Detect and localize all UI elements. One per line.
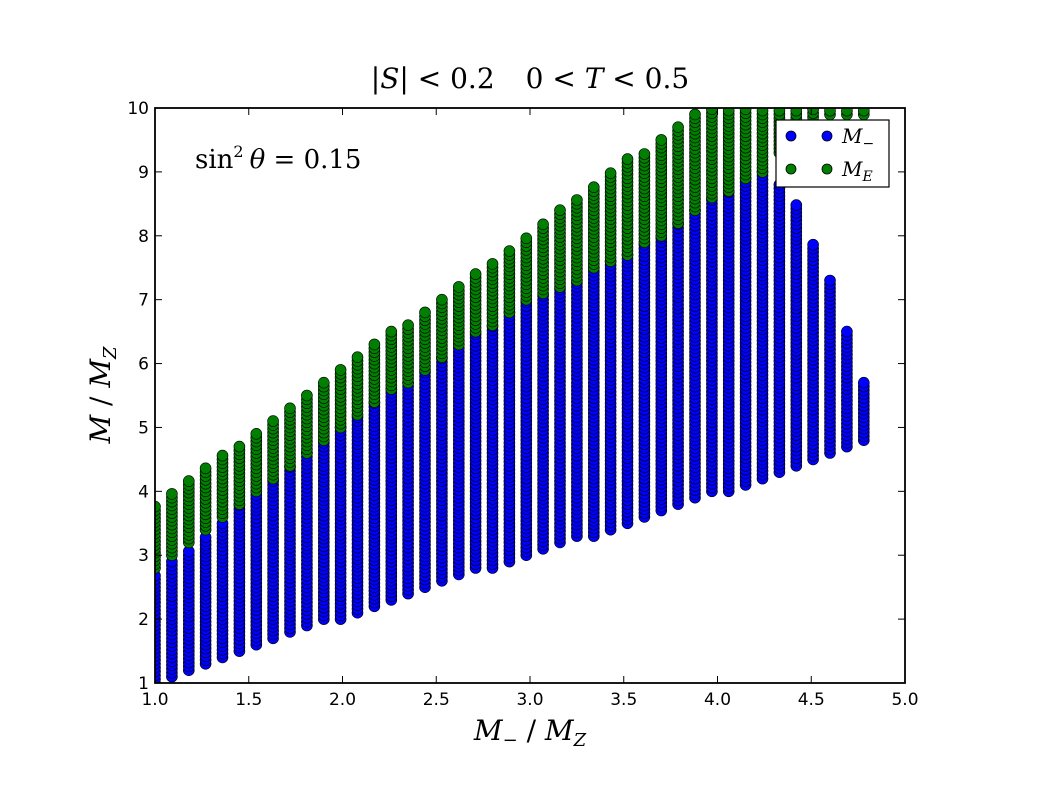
- data-point: [672, 121, 684, 133]
- data-point: [571, 194, 583, 206]
- data-point: [520, 232, 533, 245]
- data-point: [419, 306, 431, 319]
- data-point: [824, 274, 836, 287]
- data-point: [638, 148, 651, 160]
- y-tick-label: 10: [127, 99, 149, 119]
- x-tick-label: 3.0: [516, 690, 543, 710]
- y-tick-label: 7: [138, 291, 149, 311]
- data-marks: [155, 108, 870, 683]
- data-point: [503, 245, 516, 257]
- data-point: [537, 218, 549, 231]
- x-axis-label: M− / MZ: [473, 714, 587, 751]
- data-point: [183, 475, 195, 487]
- legend-marker-m-e: [785, 163, 797, 175]
- data-point: [351, 351, 364, 364]
- data-point: [216, 449, 229, 462]
- y-tick-label: 4: [138, 482, 149, 502]
- x-tick-label: 2.0: [329, 690, 356, 710]
- data-point: [807, 108, 819, 116]
- data-point: [858, 108, 870, 117]
- legend: M− ME: [775, 119, 890, 188]
- data-point: [773, 108, 786, 117]
- y-axis-label: M / MZ: [84, 346, 121, 445]
- data-point: [841, 325, 853, 338]
- x-tick-label: 1.5: [235, 690, 262, 710]
- x-tick-label: 4.0: [704, 690, 731, 710]
- data-point: [250, 427, 263, 440]
- y-tick-label: 1: [138, 674, 149, 694]
- data-point: [756, 108, 769, 117]
- svg-text:M− / MZ: M− / MZ: [473, 714, 587, 751]
- data-point: [554, 204, 566, 216]
- data-point: [807, 238, 819, 251]
- data-point: [790, 108, 803, 117]
- y-tick-label: 6: [138, 355, 149, 375]
- data-point: [166, 488, 178, 500]
- annotation-sin2theta: sin2 θ = 0.15: [195, 142, 361, 175]
- svg-text:|S| < 0.2 0 < T < 0.5: |S| < 0.2 0 < T < 0.5: [371, 62, 689, 95]
- legend-marker-m-minus: [785, 130, 797, 142]
- data-point: [790, 199, 803, 211]
- data-point: [469, 268, 482, 280]
- data-point: [452, 281, 465, 293]
- x-tick-label: 5.0: [891, 690, 918, 710]
- series-m-minus: [155, 166, 870, 683]
- data-point: [841, 108, 853, 117]
- x-tick-label: 2.5: [423, 690, 450, 710]
- data-point: [486, 258, 499, 270]
- data-point: [655, 134, 668, 146]
- y-tick-label: 8: [138, 227, 149, 247]
- data-point: [739, 108, 752, 116]
- legend-marker-m-e: [821, 163, 833, 175]
- data-point: [587, 181, 600, 193]
- data-point: [402, 319, 414, 332]
- data-point: [436, 293, 448, 306]
- data-point: [621, 153, 634, 165]
- data-point: [385, 325, 398, 338]
- data-point: [267, 415, 279, 427]
- y-tick-label: 3: [138, 546, 149, 566]
- data-point: [233, 440, 246, 453]
- x-tick-label: 4.5: [798, 690, 825, 710]
- data-point: [368, 338, 381, 351]
- svg-text:M / MZ: M / MZ: [84, 346, 121, 445]
- data-point: [857, 376, 870, 389]
- data-point: [689, 108, 701, 121]
- data-point: [199, 462, 212, 475]
- y-tick-label: 2: [138, 610, 149, 630]
- data-point: [722, 108, 735, 117]
- data-point: [706, 108, 718, 116]
- data-point: [317, 376, 330, 389]
- y-tick-label: 5: [138, 418, 149, 438]
- chart-title: |S| < 0.2 0 < T < 0.5: [371, 62, 689, 95]
- data-point: [301, 389, 313, 402]
- x-tick-label: 3.5: [610, 690, 637, 710]
- data-point: [604, 167, 617, 179]
- legend-marker-m-minus: [821, 130, 833, 142]
- data-point: [284, 402, 296, 415]
- y-tick-label: 9: [138, 163, 149, 183]
- data-point: [824, 108, 836, 117]
- data-point: [334, 364, 347, 376]
